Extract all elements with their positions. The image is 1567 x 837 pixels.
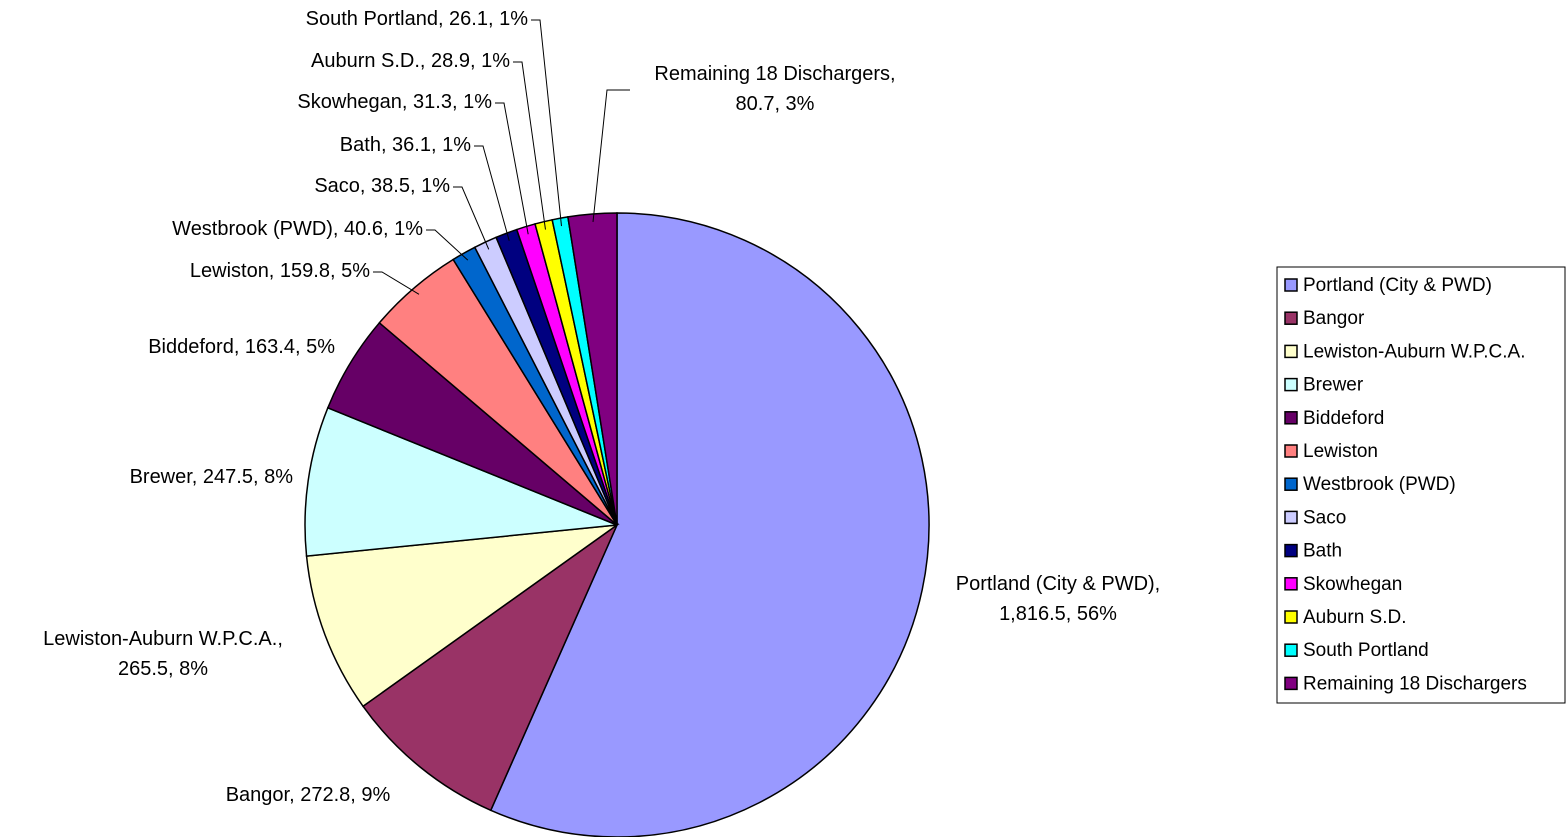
pie-slice	[567, 212, 618, 526]
slice-label-line: Skowhegan, 31.3, 1%	[297, 91, 492, 113]
leader-line	[474, 145, 510, 241]
slice-label: Auburn S.D., 28.9, 1%	[311, 50, 510, 72]
slice-label-line: Portland (City & PWD),	[956, 573, 1160, 595]
slice-label-line: 1,816.5, 56%	[999, 603, 1117, 625]
legend-label: Portland (City & PWD)	[1303, 275, 1492, 296]
legend-label: Bath	[1303, 541, 1342, 562]
legend-swatch	[1284, 610, 1298, 624]
pie-slice	[304, 406, 618, 557]
leader-line	[513, 61, 546, 230]
slice-label: Lewiston-Auburn W.P.C.A., 265.5, 8%	[43, 628, 283, 680]
legend-swatch	[1284, 510, 1298, 525]
legend-label: Auburn S.D.	[1303, 607, 1407, 628]
legend-swatch	[1284, 311, 1298, 325]
leader-line	[531, 19, 562, 227]
leader-line	[426, 229, 469, 261]
pie-slice	[362, 522, 619, 812]
slice-label: Lewiston, 159.8, 5%	[190, 260, 370, 282]
slice-label: South Portland, 26.1, 1%	[306, 8, 529, 30]
slice-label: Biddeford, 163.4, 5%	[148, 336, 335, 358]
slice-label-line: 265.5, 8%	[118, 658, 208, 680]
legend-label: Skowhegan	[1303, 574, 1402, 595]
legend-swatch	[1284, 344, 1298, 359]
slice-label: Portland (City & PWD), 1,816.5, 56%	[956, 573, 1160, 625]
legend-label: Lewiston	[1303, 441, 1378, 462]
slice-label: Skowhegan, 31.3, 1%	[297, 91, 492, 113]
slice-label-line: 80.7, 3%	[736, 93, 815, 115]
legend-swatch	[1284, 278, 1298, 292]
slice-label-line: Bath, 36.1, 1%	[340, 134, 471, 156]
slice-label-line: Saco, 38.5, 1%	[314, 175, 450, 197]
slice-label: Bath, 36.1, 1%	[340, 134, 471, 156]
slice-label: Bangor, 272.8, 9%	[226, 784, 391, 806]
leader-line	[373, 271, 420, 295]
slice-label: Saco, 38.5, 1%	[314, 175, 450, 197]
legend-swatch	[1284, 676, 1298, 691]
legend-label: Remaining 18 Dischargers	[1303, 673, 1527, 694]
legend-box	[1276, 266, 1566, 704]
leader-line	[592, 89, 630, 223]
legend-swatch	[1284, 543, 1298, 558]
slice-label-line: South Portland, 26.1, 1%	[306, 8, 529, 30]
slice-label: Brewer, 247.5, 8%	[130, 466, 294, 488]
legend-label: Bangor	[1303, 308, 1365, 329]
pie-slice	[305, 523, 620, 708]
slice-label-line: Lewiston, 159.8, 5%	[190, 260, 370, 282]
leader-line	[453, 186, 490, 250]
legend-swatch	[1284, 411, 1298, 425]
slice-label-line: Bangor, 272.8, 9%	[226, 784, 391, 806]
legend-label: Saco	[1303, 507, 1346, 528]
slice-label-line: Biddeford, 163.4, 5%	[148, 336, 335, 358]
slice-label-line: Remaining 18 Dischargers,	[654, 63, 895, 85]
slice-label: Westbrook (PWD), 40.6, 1%	[172, 218, 423, 240]
slice-label-line: Brewer, 247.5, 8%	[130, 466, 294, 488]
legend-swatch	[1284, 577, 1298, 591]
slice-label: Remaining 18 Dischargers, 80.7, 3%	[654, 63, 895, 115]
legend-label: Westbrook (PWD)	[1303, 474, 1456, 495]
legend-label: Brewer	[1303, 375, 1364, 396]
slice-label-line: Auburn S.D., 28.9, 1%	[311, 50, 510, 72]
slice-label-line: Westbrook (PWD), 40.6, 1%	[172, 218, 423, 240]
legend-swatch	[1284, 444, 1298, 458]
leader-line	[495, 102, 529, 235]
legend-label: Biddeford	[1303, 408, 1384, 429]
legend-label: South Portland	[1303, 640, 1429, 661]
pie-slice	[489, 212, 930, 837]
slice-label-line: Lewiston-Auburn W.P.C.A.,	[43, 628, 283, 650]
legend-swatch	[1284, 477, 1298, 491]
legend-label: Lewiston-Auburn W.P.C.A.	[1303, 341, 1525, 362]
legend-swatch	[1284, 643, 1298, 657]
legend-swatch	[1284, 377, 1298, 392]
